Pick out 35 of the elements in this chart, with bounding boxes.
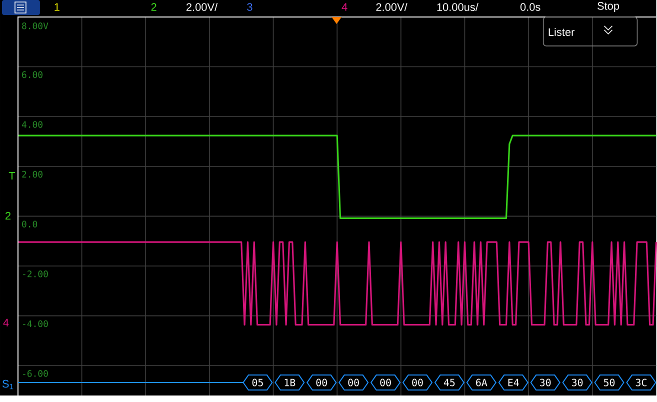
text: 10.00us/ [437,2,478,11]
text: S$_{1}$ [2,380,14,389]
text: 4 [3,318,9,326]
y-tick-label: -6.00 [23,370,48,377]
text: 1 [54,3,60,11]
text: Stop [597,2,620,12]
annotation: 00 [412,378,423,386]
annotation: 00 [380,378,391,386]
y-tick-label: -2.00 [23,270,48,278]
y-tick-label: 4.00 [22,120,42,128]
annotation: E4 [508,378,519,386]
text: 2.00V/ [376,2,408,11]
annotation: 50 [604,378,615,386]
annotation: Lister [548,28,575,36]
text: 4 [342,3,348,11]
annotation: 3C [636,378,646,386]
annotation: 30 [540,378,551,386]
annotation: 6A [476,378,488,386]
annotation: 45 [444,378,455,386]
y-tick-label: -4.00 [23,320,48,327]
annotation: 00 [348,378,359,386]
text: 2.00V/ [186,2,218,11]
annotation: 1B [284,378,296,386]
text: 2 [151,3,156,11]
y-tick-label: 8.00V [22,22,48,30]
annotation: 05 [252,378,263,386]
annotation: 30 [572,378,583,386]
text: T [8,172,16,180]
text: 2 [6,212,10,220]
annotation: 00 [316,378,327,386]
text: 0.0s [520,2,540,11]
y-tick-label: 2.00 [22,170,42,178]
y-tick-label: 6.00 [22,71,42,78]
y-tick-label: 0.0 [22,220,38,228]
text: 3 [247,2,252,11]
